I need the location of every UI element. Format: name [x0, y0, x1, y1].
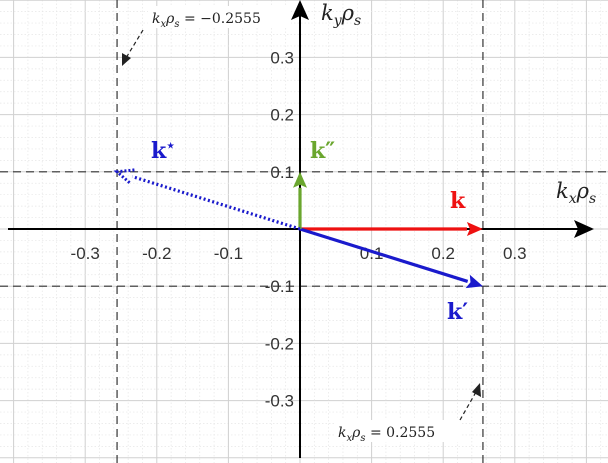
vector-k-prime: [299, 227, 483, 289]
x-tick-label: 0.3: [503, 244, 527, 263]
y-tick-labels: 0.3 0.2 0.1 -0.1 -0.2 -0.3: [265, 48, 294, 410]
vector-label-k: k: [450, 188, 466, 214]
y-axis-label: kyρs: [321, 1, 361, 29]
vector-k-double-prime: [293, 171, 307, 229]
vector-k: [300, 222, 483, 236]
vector-label-k-double-prime: k″: [310, 138, 335, 164]
x-tick-label: -0.3: [71, 244, 100, 263]
svg-text:kxρs = −0.2555: kxρs = −0.2555: [152, 11, 261, 30]
vectors: [113, 168, 483, 289]
y-tick-label: 0.2: [270, 106, 294, 125]
y-axis-arrowhead: [291, 0, 309, 20]
vector-k-star: [113, 168, 301, 231]
x-tick-label: 0.2: [431, 244, 455, 263]
y-tick-label: -0.1: [265, 277, 294, 296]
x-tick-label: -0.1: [214, 244, 243, 263]
axes: [8, 0, 594, 458]
annotation-negative: kxρs = −0.2555: [122, 6, 291, 66]
vector-label-k-star: k⋆: [151, 138, 175, 164]
x-axis-arrowhead: [574, 220, 594, 238]
vector-label-k-prime: k′: [447, 299, 468, 325]
y-tick-label: -0.2: [265, 334, 294, 353]
annotation-positive: kxρs = 0.2555: [334, 383, 481, 444]
vector-head-k-prime: [465, 274, 483, 289]
vector-head-k-star: [113, 168, 135, 185]
y-tick-label: -0.3: [265, 392, 294, 411]
vector-shaft-k-prime: [299, 227, 469, 283]
x-axis-label: kxρs: [556, 179, 596, 207]
y-tick-label: 0.3: [270, 48, 294, 67]
svg-text:kxρs = 0.2555: kxρs = 0.2555: [338, 425, 435, 444]
x-tick-label: -0.2: [142, 244, 171, 263]
vector-head-k: [466, 222, 483, 236]
vector-head-k-double-prime: [293, 171, 307, 188]
y-tick-label: 0.1: [270, 163, 294, 182]
